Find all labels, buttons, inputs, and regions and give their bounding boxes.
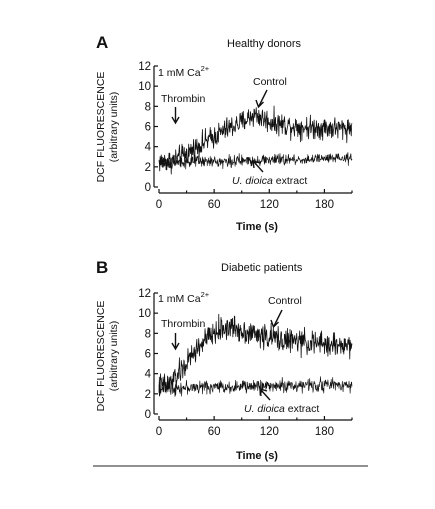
condition-label: 1 mM Ca2+ <box>158 290 210 305</box>
control-arrow <box>255 89 268 109</box>
control-arrow <box>270 309 283 329</box>
condition-label: 1 mM Ca2+ <box>158 64 210 79</box>
y-axis-units: (arbitrary units) <box>108 321 120 392</box>
stimulus-label: Thrombin <box>161 93 206 105</box>
y-tick-label: 2 <box>145 162 151 174</box>
panel-b: B Diabetic patients DCF FLUORESCENCE (ar… <box>95 258 353 462</box>
y-tick-label: 0 <box>145 409 151 421</box>
x-axis-label: Time (s) <box>236 450 278 462</box>
extract-label: U. dioica extract <box>232 175 307 187</box>
x-tick-label: 120 <box>260 426 279 438</box>
panel-letter: A <box>96 33 108 52</box>
stimulus-arrow <box>171 333 180 351</box>
y-tick-label: 6 <box>145 349 151 361</box>
panel-title: Diabetic patients <box>221 262 303 274</box>
extract-label: U. dioica extract <box>244 403 319 415</box>
y-axis-label: DCF FLUORESCENCE <box>95 72 107 183</box>
y-tick-label: 12 <box>138 61 151 73</box>
y-tick-label: 4 <box>145 142 152 154</box>
series-line-control <box>158 105 353 175</box>
y-tick-label: 6 <box>145 122 151 134</box>
extract-arrow <box>252 160 264 173</box>
extract-arrow <box>259 388 271 401</box>
x-tick-label: 0 <box>156 426 162 438</box>
control-label: Control <box>253 76 287 88</box>
series-line-control <box>158 313 353 396</box>
stimulus-label: Thrombin <box>161 318 206 330</box>
y-tick-label: 8 <box>145 101 151 113</box>
y-tick-label: 8 <box>145 328 151 340</box>
y-tick-label: 12 <box>138 288 151 300</box>
y-tick-label: 2 <box>145 389 151 401</box>
x-tick-label: 180 <box>315 199 334 211</box>
x-axis-label: Time (s) <box>236 221 278 233</box>
x-tick-label: 120 <box>260 199 279 211</box>
control-label: Control <box>268 295 302 307</box>
y-axis-label: DCF FLUORESCENCE <box>95 301 107 412</box>
panel-letter: B <box>96 258 108 277</box>
x-tick-label: 60 <box>208 199 221 211</box>
panel-a: A Healthy donors DCF FLUORESCENCE (arbit… <box>95 33 353 233</box>
y-tick-label: 10 <box>138 81 151 93</box>
panel-title: Healthy donors <box>227 38 301 50</box>
y-tick-label: 10 <box>138 308 151 320</box>
y-axis-units: (arbitrary units) <box>108 92 120 163</box>
data-traces <box>158 313 353 397</box>
series-line-extract <box>158 376 353 397</box>
x-tick-label: 0 <box>156 199 162 211</box>
y-tick-label: 0 <box>145 182 151 194</box>
x-tick-label: 180 <box>315 426 334 438</box>
x-tick-label: 60 <box>208 426 221 438</box>
y-tick-label: 4 <box>145 369 152 381</box>
stimulus-arrow <box>171 107 180 125</box>
